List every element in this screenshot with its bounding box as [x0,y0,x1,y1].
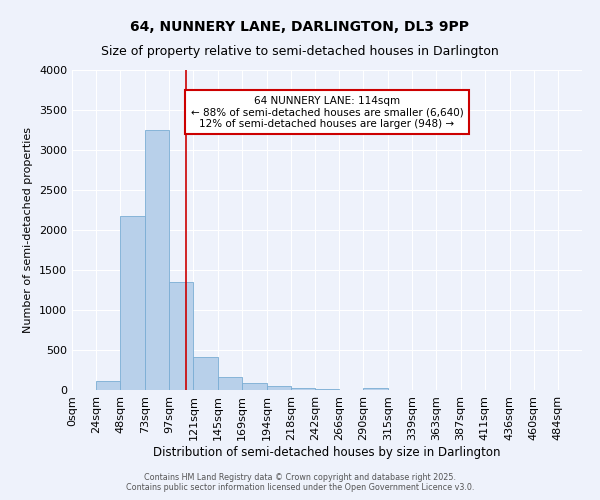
Text: 64 NUNNERY LANE: 114sqm
← 88% of semi-detached houses are smaller (6,640)
12% of: 64 NUNNERY LANE: 114sqm ← 88% of semi-de… [191,96,463,129]
Text: Size of property relative to semi-detached houses in Darlington: Size of property relative to semi-detach… [101,45,499,58]
X-axis label: Distribution of semi-detached houses by size in Darlington: Distribution of semi-detached houses by … [153,446,501,458]
Bar [120,216,145,390]
Bar [363,388,388,390]
Bar [193,357,218,390]
Bar [96,381,120,390]
Bar [267,386,291,390]
Bar [291,388,315,390]
Text: Contains HM Land Registry data © Crown copyright and database right 2025.
Contai: Contains HM Land Registry data © Crown c… [126,473,474,492]
Bar [169,282,193,390]
Bar [242,383,267,390]
Bar [315,389,339,390]
Text: 64, NUNNERY LANE, DARLINGTON, DL3 9PP: 64, NUNNERY LANE, DARLINGTON, DL3 9PP [131,20,470,34]
Bar [218,377,242,390]
Bar [145,130,169,390]
Y-axis label: Number of semi-detached properties: Number of semi-detached properties [23,127,34,333]
